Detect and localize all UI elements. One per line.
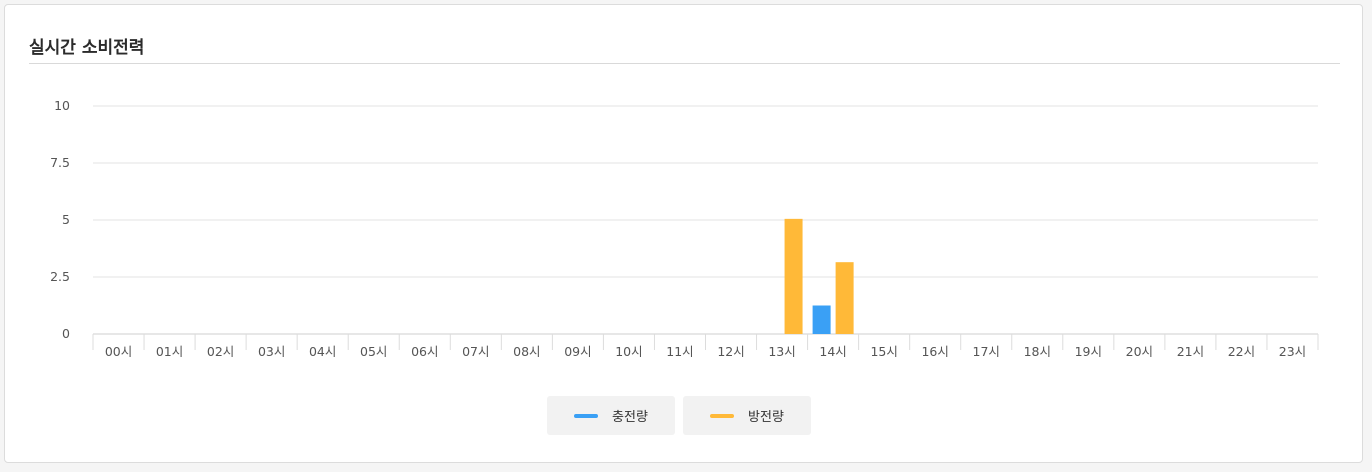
x-tick-label: 17시 [973, 344, 1000, 359]
x-tick-label: 09시 [564, 344, 591, 359]
x-tick-label: 05시 [360, 344, 387, 359]
legend-item-discharge[interactable]: 방전량 [683, 396, 811, 435]
x-tick-label: 07시 [462, 344, 489, 359]
chart-card: 실시간 소비전력 [4, 4, 1363, 463]
x-tick-label: 16시 [921, 344, 948, 359]
x-tick-label: 23시 [1279, 344, 1306, 359]
x-tick-label: 12시 [717, 344, 744, 359]
x-tick-label: 11시 [666, 344, 693, 359]
x-tick-label: 21시 [1177, 344, 1204, 359]
x-tick-label: 15시 [870, 344, 897, 359]
legend-swatch-discharge [710, 413, 735, 418]
x-tick-label: 04시 [309, 344, 336, 359]
y-tick-label: 0 [62, 326, 70, 341]
y-tick-label: 5 [62, 212, 70, 227]
x-tick-label: 06시 [411, 344, 438, 359]
x-tick-label: 22시 [1228, 344, 1255, 359]
x-tick-label: 10시 [615, 344, 642, 359]
y-tick-label: 7.5 [50, 155, 70, 170]
legend-label-discharge: 방전량 [748, 410, 784, 425]
y-tick-label: 10 [54, 98, 70, 113]
bar [812, 305, 831, 334]
y-tick-label: 2.5 [50, 269, 70, 284]
legend-swatch-charge [574, 413, 599, 418]
legend-label-charge: 충전량 [612, 410, 648, 425]
bar [835, 262, 854, 334]
x-tick-label: 18시 [1024, 344, 1051, 359]
legend: 충전량 방전량 [547, 396, 811, 435]
x-tick-label: 08시 [513, 344, 540, 359]
panel-title: 실시간 소비전력 [29, 38, 145, 58]
bar [784, 218, 803, 334]
x-tick-label: 02시 [207, 344, 234, 359]
legend-item-charge[interactable]: 충전량 [547, 396, 675, 435]
x-tick-label: 03시 [258, 344, 285, 359]
x-tick-label: 00시 [105, 344, 132, 359]
x-tick-label: 14시 [819, 344, 846, 359]
x-tick-label: 13시 [768, 344, 795, 359]
title-divider [29, 63, 1340, 64]
x-tick-label: 01시 [156, 344, 183, 359]
x-tick-label: 19시 [1075, 344, 1102, 359]
x-tick-label: 20시 [1126, 344, 1153, 359]
